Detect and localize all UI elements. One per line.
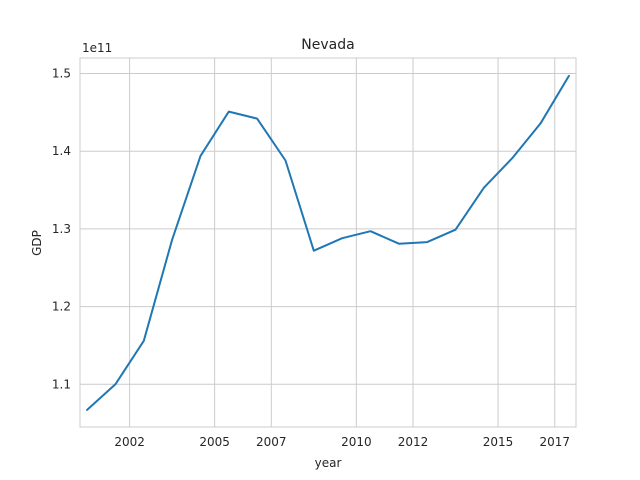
grid-lines — [80, 58, 576, 427]
series-layer — [86, 74, 570, 411]
y-tick-label: 1.2 — [52, 300, 71, 314]
x-tick-label: 2015 — [483, 435, 514, 449]
y-tick-label: 1.1 — [52, 377, 71, 391]
y-tick-label: 1.5 — [52, 67, 71, 81]
x-tick-label: 2002 — [114, 435, 145, 449]
y-tick-labels: 1.1 1.2 1.3 1.4 1.5 — [52, 67, 71, 392]
chart-title: Nevada — [301, 37, 354, 53]
x-axis-label: year — [315, 456, 342, 470]
x-tick-label: 2010 — [341, 435, 372, 449]
y-tick-label: 1.4 — [52, 144, 71, 158]
series-line — [86, 74, 570, 411]
y-offset-text: 1e11 — [82, 41, 112, 55]
plot-frame — [79, 57, 577, 428]
x-tick-label: 2007 — [256, 435, 287, 449]
x-tick-label: 2005 — [199, 435, 230, 449]
x-tick-labels: 2002 2005 2007 2010 2012 2015 2017 — [114, 435, 570, 449]
y-tick-label: 1.3 — [52, 222, 71, 236]
y-axis-label: GDP — [30, 230, 44, 256]
x-tick-label: 2012 — [398, 435, 429, 449]
x-tick-label: 2017 — [539, 435, 570, 449]
